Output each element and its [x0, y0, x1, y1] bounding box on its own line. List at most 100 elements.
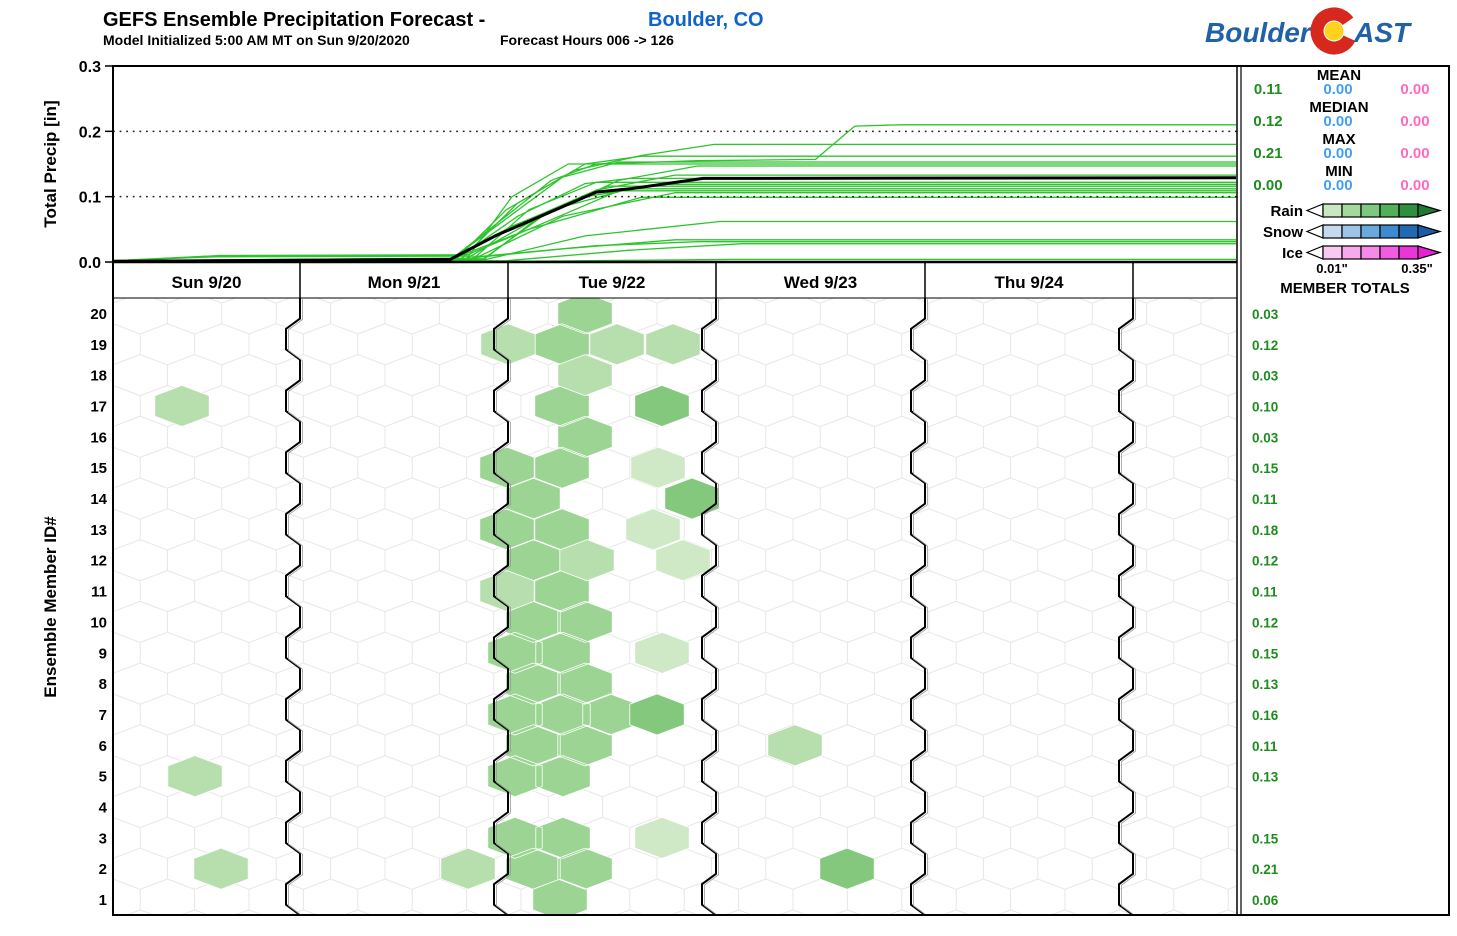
- rain-colorbar-segment: [1379, 203, 1400, 218]
- snow-colorbar-left-arrow-icon: [1305, 224, 1324, 239]
- member-total-value: 0.03: [1252, 307, 1279, 322]
- axes-layer: [105, 65, 1237, 298]
- ice-legend-label: Ice: [1282, 245, 1303, 262]
- ice-colorbar-right-arrow-icon: [1417, 245, 1443, 260]
- stat-min-rain-value: 0.00: [1253, 177, 1282, 194]
- rain-colorbar-segment: [1398, 203, 1419, 218]
- stat-median-ice-value: 0.00: [1400, 113, 1429, 130]
- stat-median-rain-value: 0.12: [1253, 113, 1282, 130]
- day-boundary-zigzag: [1118, 298, 1134, 915]
- legend-colorbars-layer: [1305, 203, 1443, 260]
- member-id-label: 14: [90, 491, 107, 508]
- day-boundary-zigzag-shadow: [704, 299, 719, 915]
- y-tick-label: 0.1: [79, 190, 101, 207]
- hex-cell-group-s3: [479, 298, 638, 915]
- member-total-value: 0.12: [1252, 554, 1278, 569]
- stat-median-header: MEDIAN: [1309, 99, 1368, 116]
- member-id-label: 19: [90, 337, 107, 354]
- rain-colorbar-segment: [1341, 203, 1362, 218]
- day-label: Tue 9/22: [579, 273, 646, 292]
- member-id-label: 5: [99, 769, 107, 786]
- chart-subtitle-hours: Forecast Hours 006 -> 126: [500, 32, 674, 48]
- ice-colorbar-segment: [1379, 245, 1400, 260]
- member-id-label: 11: [91, 584, 107, 601]
- snow-colorbar-segment: [1322, 224, 1343, 239]
- member-total-value: 0.03: [1252, 369, 1279, 384]
- stat-mean-header: MEAN: [1317, 67, 1361, 84]
- rain-colorbar-left-arrow-icon: [1305, 203, 1324, 218]
- logo-colorado-c-icon: [1310, 7, 1358, 55]
- colorbar-max-label: 0.35": [1401, 261, 1432, 276]
- stat-min-ice-value: 0.00: [1400, 177, 1429, 194]
- day-label: Sun 9/20: [172, 273, 242, 292]
- day-label: Wed 9/23: [784, 273, 857, 292]
- member-totals-header: MEMBER TOTALS: [1280, 280, 1409, 297]
- member-id-label: 4: [99, 800, 108, 817]
- logo-c-center: [1324, 21, 1344, 41]
- snow-colorbar-segment: [1398, 224, 1419, 239]
- y-tick-label: 0.2: [79, 124, 101, 141]
- member-total-value: 0.10: [1252, 399, 1278, 414]
- stat-max-snow-value: 0.00: [1323, 145, 1352, 162]
- stat-max-rain-value: 0.21: [1253, 145, 1282, 162]
- ice-colorbar-segment: [1398, 245, 1419, 260]
- member-id-label: 17: [90, 398, 107, 415]
- chart-title: GEFS Ensemble Precipitation Forecast -: [103, 9, 485, 31]
- member-total-value: 0.16: [1252, 708, 1279, 723]
- stat-median-snow-value: 0.00: [1323, 113, 1352, 130]
- day-boundary-zigzag: [285, 298, 301, 915]
- day-boundary-zigzag: [910, 298, 926, 915]
- hex-cell-group-s1: [625, 446, 711, 859]
- stat-min-header: MIN: [1325, 163, 1353, 180]
- rain-colorbar-right-arrow-icon: [1417, 203, 1443, 218]
- ensemble-member-line: [114, 243, 1236, 262]
- y-tick-label: 0.3: [79, 59, 101, 76]
- hex-cell-group-s4: [629, 384, 875, 890]
- precip-ylabel: Total Precip [in]: [41, 100, 60, 227]
- member-id-label: 9: [99, 645, 107, 662]
- outer-border: [112, 65, 1450, 916]
- day-boundary-zigzag-shadow: [913, 299, 928, 915]
- member-total-value: 0.13: [1252, 770, 1279, 785]
- member-total-value: 0.21: [1252, 862, 1279, 877]
- member-id-label: 16: [90, 429, 107, 446]
- colorbar-min-label: 0.01": [1316, 261, 1347, 276]
- member-id-label: 15: [90, 460, 107, 477]
- day-boundary-zigzag: [493, 298, 509, 915]
- member-total-value: 0.06: [1252, 893, 1279, 908]
- ensemble-member-line: [114, 155, 1236, 262]
- stat-min-snow-value: 0.00: [1323, 177, 1352, 194]
- ensemble-member-line: [114, 196, 1236, 262]
- day-boundary-zigzags: [285, 298, 1136, 915]
- ensemble-member-line: [114, 183, 1236, 262]
- stats-panel: MEAN 0.11 0.00 0.00 MEDIAN 0.12 0.00 0.0…: [1253, 67, 1429, 194]
- ice-colorbar-segment: [1360, 245, 1381, 260]
- member-id-label: 2: [99, 861, 107, 878]
- logo-ast-text: AST: [1353, 17, 1413, 48]
- member-total-value: 0.03: [1252, 430, 1279, 445]
- ensemble-member-line: [114, 241, 1236, 262]
- ensemble-member-line: [114, 174, 1236, 262]
- figure-borders: [112, 65, 1450, 916]
- member-id-label: 18: [90, 368, 107, 385]
- stat-mean-ice-value: 0.00: [1400, 81, 1429, 98]
- ice-colorbar-segment: [1322, 245, 1343, 260]
- stat-mean-snow-value: 0.00: [1323, 81, 1352, 98]
- chart-subtitle-init: Model Initialized 5:00 AM MT on Sun 9/20…: [103, 32, 410, 48]
- snow-legend-label: Snow: [1263, 224, 1303, 241]
- stat-max-header: MAX: [1322, 131, 1355, 148]
- ensemble-mean-line: [114, 176, 1236, 262]
- ensemble-member-line: [114, 190, 1236, 262]
- stat-mean-rain-value: 0.11: [1254, 81, 1282, 98]
- ensemble-lines-layer: [114, 124, 1236, 262]
- member-id-label: 6: [99, 738, 107, 755]
- snow-colorbar-segment: [1360, 224, 1381, 239]
- member-total-value: 0.12: [1252, 338, 1278, 353]
- chart-location: Boulder, CO: [648, 9, 764, 31]
- tick-labels-layer: 0.0 0.1 0.2 0.3 Sun 9/20 Mon 9/21 Tue 9/22 Wed …: [79, 59, 1064, 909]
- ensemble-member-line: [114, 188, 1236, 262]
- hex-cell-group-s2: [154, 323, 823, 890]
- member-id-label: 8: [99, 676, 107, 693]
- hexbin-background-grid: [114, 298, 1236, 915]
